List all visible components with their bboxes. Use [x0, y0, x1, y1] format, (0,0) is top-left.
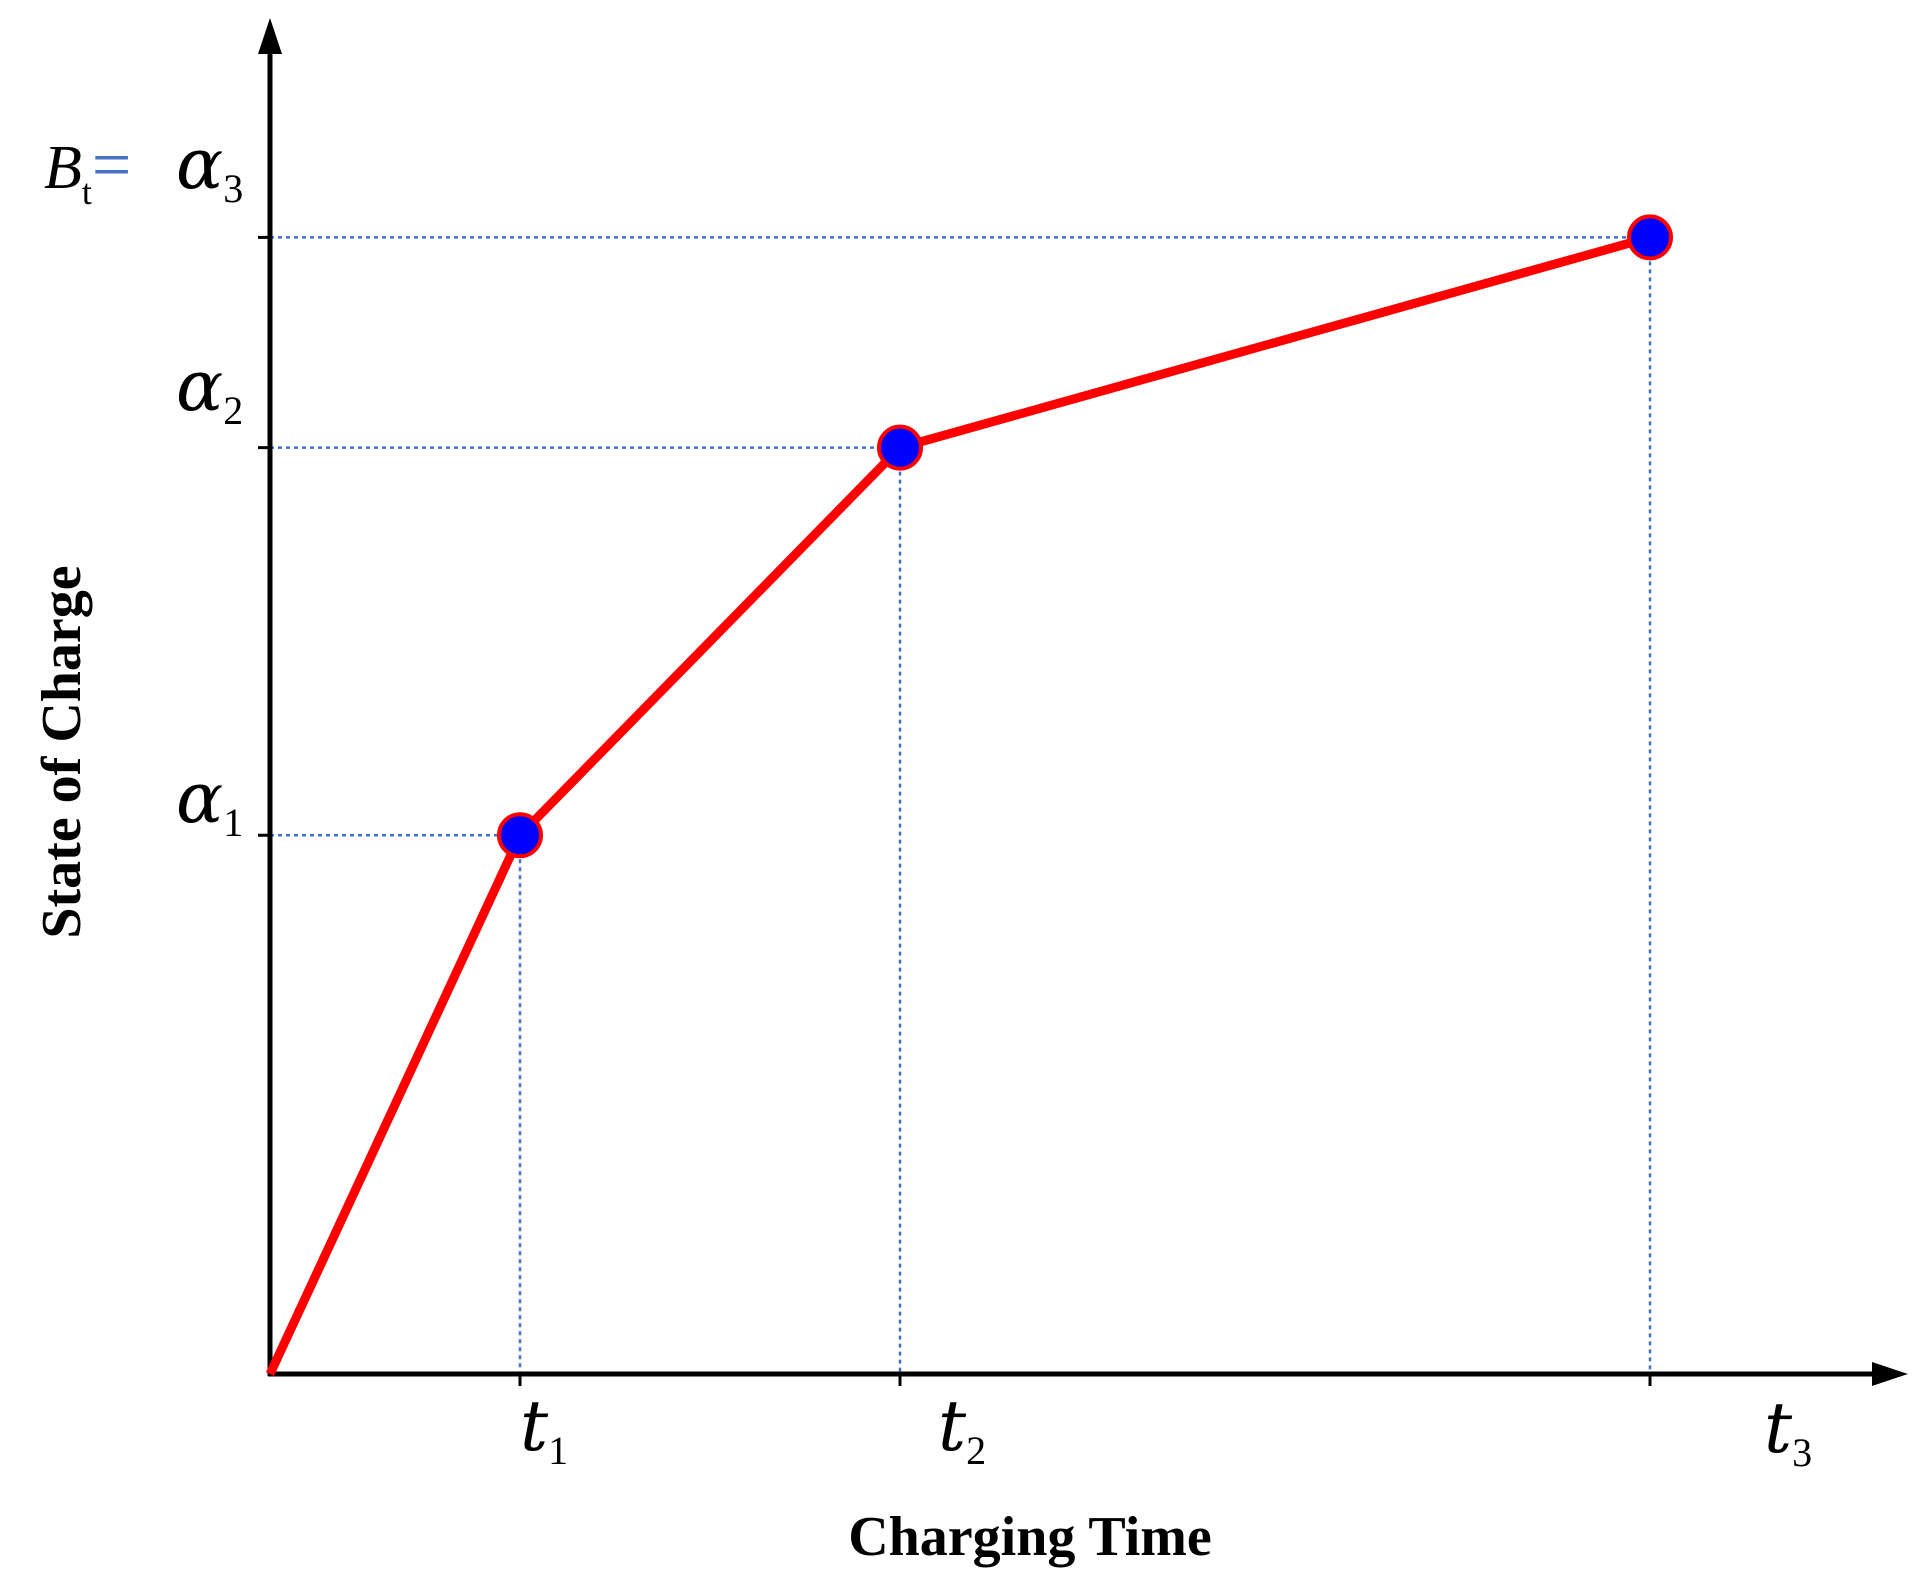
x-tick-label-t2: t2 [938, 1385, 986, 1473]
y-tick-label-a2: α2 [176, 345, 243, 433]
y-tick-label-a3: α3 [176, 123, 243, 211]
data-point-1 [497, 812, 543, 859]
axes [258, 18, 1908, 1386]
guide-lines [270, 236, 1652, 1374]
y-axis-title: State of Charge [31, 565, 93, 938]
x-tick-label-t1: t1 [520, 1385, 568, 1473]
series-line [265, 233, 1652, 1376]
x-axis-arrow [1872, 1362, 1908, 1386]
data-point-2 [877, 424, 923, 471]
x-axis-title: Charging Time [848, 1506, 1212, 1568]
data-markers [497, 214, 1673, 859]
soc-curve [265, 233, 1652, 1376]
x-tick-labels: t1 t2 t3 [520, 1385, 1812, 1475]
data-point-3 [1627, 214, 1673, 261]
x-tick-label-t3: t3 [1764, 1387, 1812, 1475]
y-axis-arrow [258, 18, 282, 54]
y-tick-labels: α1 α2 Bt= α3 [44, 123, 243, 845]
y-tick-label-bt: Bt= [44, 127, 131, 212]
y-tick-label-a1: α1 [176, 757, 243, 845]
